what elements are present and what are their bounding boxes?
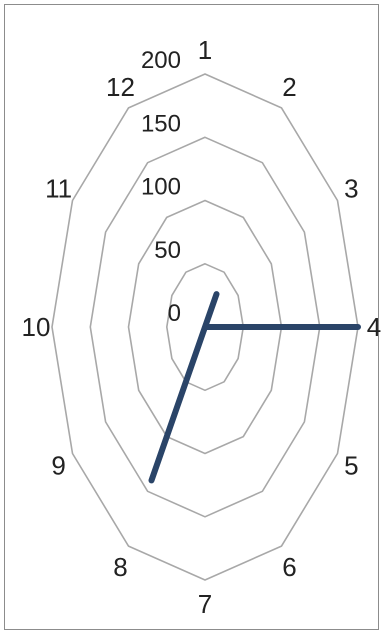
- category-label-10: 10: [22, 312, 51, 342]
- category-label-6: 6: [282, 552, 296, 582]
- tick-label-0: 0: [168, 300, 181, 327]
- category-label-1: 1: [198, 35, 212, 65]
- category-label-7: 7: [198, 589, 212, 619]
- grid-ring-2: [127, 199, 283, 455]
- chart-frame: [4, 4, 379, 630]
- tick-label-3: 150: [141, 110, 181, 137]
- tick-label-2: 100: [141, 174, 181, 201]
- category-label-9: 9: [51, 451, 65, 481]
- tick-label-4: 200: [141, 47, 181, 74]
- grid-ring-3: [89, 136, 321, 518]
- category-label-11: 11: [45, 174, 72, 204]
- category-label-8: 8: [113, 552, 127, 582]
- category-label-5: 5: [344, 451, 358, 481]
- radar-grid: [51, 73, 359, 581]
- grid-ring-1: [165, 262, 245, 392]
- radial-ticks: 0 50 100 150 200: [141, 47, 181, 327]
- category-label-3: 3: [344, 174, 358, 204]
- category-label-2: 2: [282, 72, 296, 102]
- category-label-12: 12: [106, 72, 135, 102]
- tick-label-1: 50: [154, 237, 181, 264]
- series-layer: [148, 291, 361, 484]
- series-line-0: [148, 291, 361, 484]
- grid-ring-4: [51, 73, 359, 581]
- category-label-4: 4: [367, 312, 381, 342]
